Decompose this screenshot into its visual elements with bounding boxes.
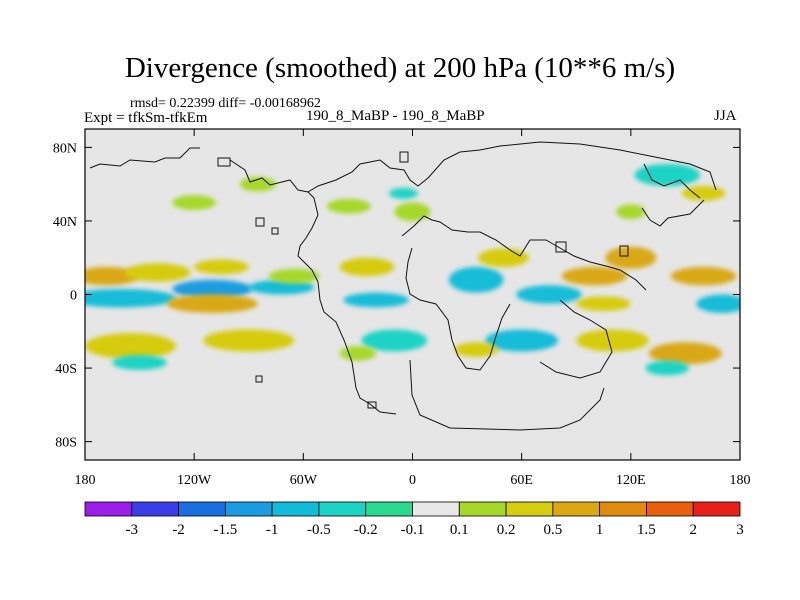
colorbar-label: 0.1 — [450, 522, 469, 538]
contour-region — [605, 246, 657, 269]
x-tick-label: 180 — [75, 473, 96, 488]
rmsd-diff-label: rmsd= 0.22399 diff= -0.00168962 — [130, 96, 321, 112]
contour-region — [576, 296, 631, 312]
colorbar-swatch — [271, 501, 320, 517]
colorbar-label: 1 — [596, 522, 604, 538]
model-label: 190_8_MaBP - 190_8_MaBP — [306, 108, 485, 124]
contour-region — [388, 187, 418, 199]
x-tick-label: 60E — [510, 473, 533, 488]
contour-region — [343, 292, 409, 308]
x-tick-label: 180 — [730, 473, 751, 488]
contour-region — [478, 248, 529, 267]
colorbar-swatch — [552, 501, 601, 517]
colorbar-label: -0.5 — [307, 522, 331, 538]
x-tick-label: 0 — [409, 473, 416, 488]
contour-region — [112, 355, 167, 370]
x-tick-label: 120W — [177, 473, 212, 488]
y-tick-label: 0 — [70, 289, 77, 304]
experiment-label: Expt = tfkSm-tfkEm — [84, 110, 208, 126]
contour-region — [394, 202, 431, 221]
colorbar-label: -1.5 — [213, 522, 237, 538]
y-tick-label: 40N — [53, 215, 77, 230]
colorbar-label: -0.1 — [401, 522, 425, 538]
contour-region — [248, 279, 315, 295]
colorbar-swatch — [692, 501, 741, 517]
colorbar-label: 0.5 — [543, 522, 562, 538]
colorbar-swatch — [365, 501, 413, 517]
contour-region — [516, 285, 582, 304]
colorbar-swatch — [412, 501, 460, 517]
season-label: JJA — [714, 108, 737, 124]
contour-region — [203, 329, 295, 352]
colorbar-swatch — [458, 501, 507, 517]
chart-title: Divergence (smoothed) at 200 hPa (10**6 … — [124, 52, 676, 84]
contour-region — [670, 266, 737, 286]
contour-region — [339, 345, 377, 361]
contour-region — [194, 259, 249, 275]
colorbar-label: 0.2 — [497, 522, 516, 538]
colorbar-label: -2 — [172, 522, 185, 538]
colorbar-swatch — [505, 501, 554, 517]
colorbar-label: -3 — [126, 522, 139, 538]
rmsd-label: rmsd= 0.22399 — [130, 96, 215, 111]
colorbar-swatch — [646, 501, 694, 517]
coastlines — [89, 141, 717, 431]
x-tick-label: 120E — [616, 473, 646, 488]
contour-region — [681, 186, 726, 201]
y-tick-label: 80N — [53, 141, 77, 156]
contour-region — [576, 329, 650, 352]
contour-region — [649, 342, 722, 365]
y-tick-label: 80S — [55, 436, 77, 451]
contour-region — [85, 333, 176, 359]
colorbar-label: 3 — [736, 522, 744, 538]
colorbar-swatch — [599, 501, 647, 517]
contour-region — [696, 294, 740, 313]
contour-region — [561, 266, 628, 286]
colorbar-swatch — [131, 501, 179, 517]
contour-region — [125, 263, 191, 282]
colorbar-label: 1.5 — [637, 522, 656, 538]
colorbar-swatch — [224, 501, 273, 517]
contour-region — [172, 195, 217, 210]
colorbar-swatch — [318, 501, 367, 517]
contour-region — [166, 294, 258, 313]
x-tick-label: 60W — [290, 473, 318, 488]
contour-region — [454, 342, 499, 358]
contour-region — [645, 360, 690, 376]
contour-region — [485, 329, 559, 352]
colorbar-label: -0.2 — [354, 522, 378, 538]
contour-region — [448, 266, 504, 293]
contour-region — [339, 257, 395, 277]
contour-region — [172, 279, 253, 299]
contour-region — [361, 329, 428, 352]
colorbar-swatch — [178, 501, 226, 517]
y-tick-label: 40S — [55, 362, 77, 377]
colorbar-label: 2 — [689, 522, 697, 538]
contour-region — [268, 268, 320, 284]
contour-region — [85, 288, 176, 308]
diff-label: diff= -0.00168962 — [218, 96, 321, 111]
contour-fills — [85, 163, 740, 376]
colorbar-swatch — [84, 501, 133, 517]
contour-region — [326, 198, 371, 214]
contour-region — [634, 163, 700, 187]
contour-region — [239, 176, 277, 192]
contour-region — [616, 204, 646, 220]
colorbar-label: -1 — [266, 522, 279, 538]
